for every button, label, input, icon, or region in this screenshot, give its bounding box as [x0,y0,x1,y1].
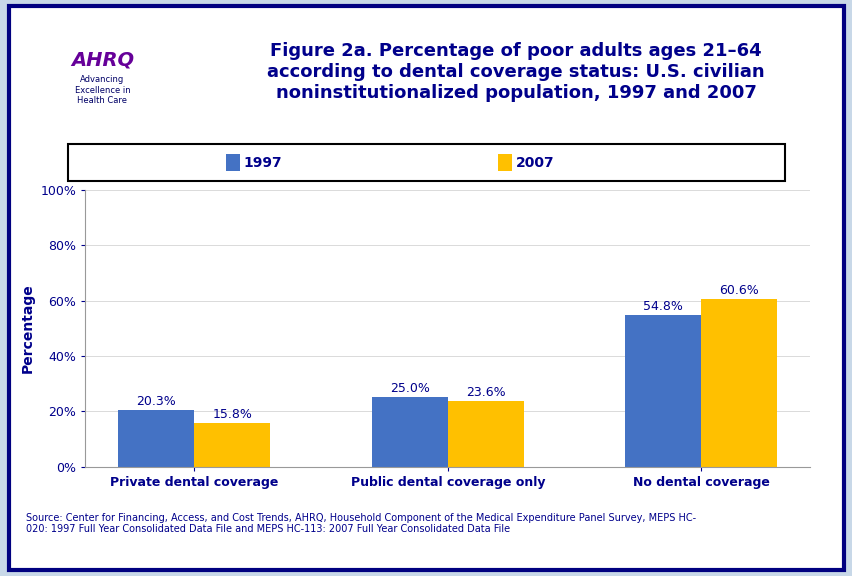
Bar [118,411,194,467]
Text: Source: Center for Financing, Access, and Cost Trends, AHRQ, Household Component: Source: Center for Financing, Access, an… [26,513,695,535]
Text: 2007: 2007 [515,156,554,170]
Bar [447,401,523,467]
Text: AHRQ: AHRQ [71,51,134,69]
Text: 20.3%: 20.3% [136,395,176,408]
Bar [371,397,447,467]
Bar [194,423,270,467]
Text: Figure 2a. Percentage of poor adults ages 21–64
according to dental coverage sta: Figure 2a. Percentage of poor adults age… [267,42,764,102]
Text: 23.6%: 23.6% [465,386,505,399]
Text: 25.0%: 25.0% [389,382,429,395]
Bar [226,154,239,171]
Text: 1997: 1997 [244,156,282,170]
Text: 54.8%: 54.8% [642,300,682,313]
Bar [625,315,700,467]
FancyBboxPatch shape [68,144,784,181]
Bar [700,299,776,467]
Bar [498,154,511,171]
Text: 60.6%: 60.6% [718,284,758,297]
Y-axis label: Percentage: Percentage [20,283,35,373]
Text: Advancing
Excellence in
Health Care: Advancing Excellence in Health Care [74,75,130,105]
Text: 15.8%: 15.8% [212,408,252,420]
